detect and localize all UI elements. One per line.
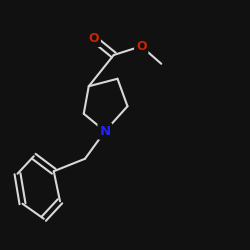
Text: O: O [136, 40, 146, 53]
Text: O: O [88, 32, 99, 45]
Text: N: N [100, 125, 110, 138]
